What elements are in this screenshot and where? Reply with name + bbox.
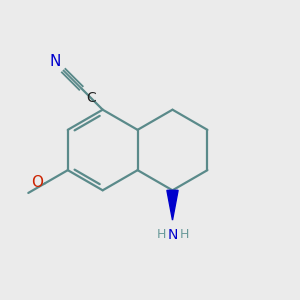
Text: C: C [86, 92, 96, 105]
Text: H: H [157, 228, 166, 241]
Text: O: O [31, 175, 43, 190]
Text: H: H [180, 228, 190, 241]
Polygon shape [167, 190, 178, 220]
Text: N: N [50, 54, 61, 69]
Text: N: N [167, 228, 178, 242]
